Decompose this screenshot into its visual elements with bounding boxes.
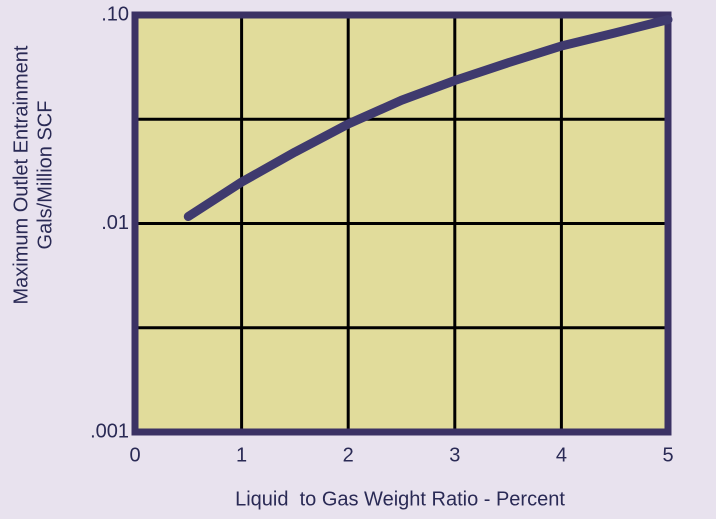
x-tick-label: 3 [449, 444, 460, 466]
plot-border [131, 11, 672, 436]
y-tick-label: .001 [90, 420, 129, 442]
y-tick-label: .01 [101, 212, 129, 234]
x-tick-label: 1 [236, 444, 247, 466]
data-line [183, 15, 673, 222]
y-tick-label: .10 [101, 3, 129, 25]
x-tick-label: 5 [662, 444, 673, 466]
y-axis-label: Maximum Outlet Entrainment [10, 45, 32, 304]
x-tick-label: 4 [556, 444, 567, 466]
x-tick-label: 0 [129, 444, 140, 466]
x-tick-label: 2 [343, 444, 354, 466]
y-axis-label: Gals/Million SCF [34, 101, 56, 250]
x-axis-label: Liquid to Gas Weight Ratio - Percent [235, 488, 565, 510]
